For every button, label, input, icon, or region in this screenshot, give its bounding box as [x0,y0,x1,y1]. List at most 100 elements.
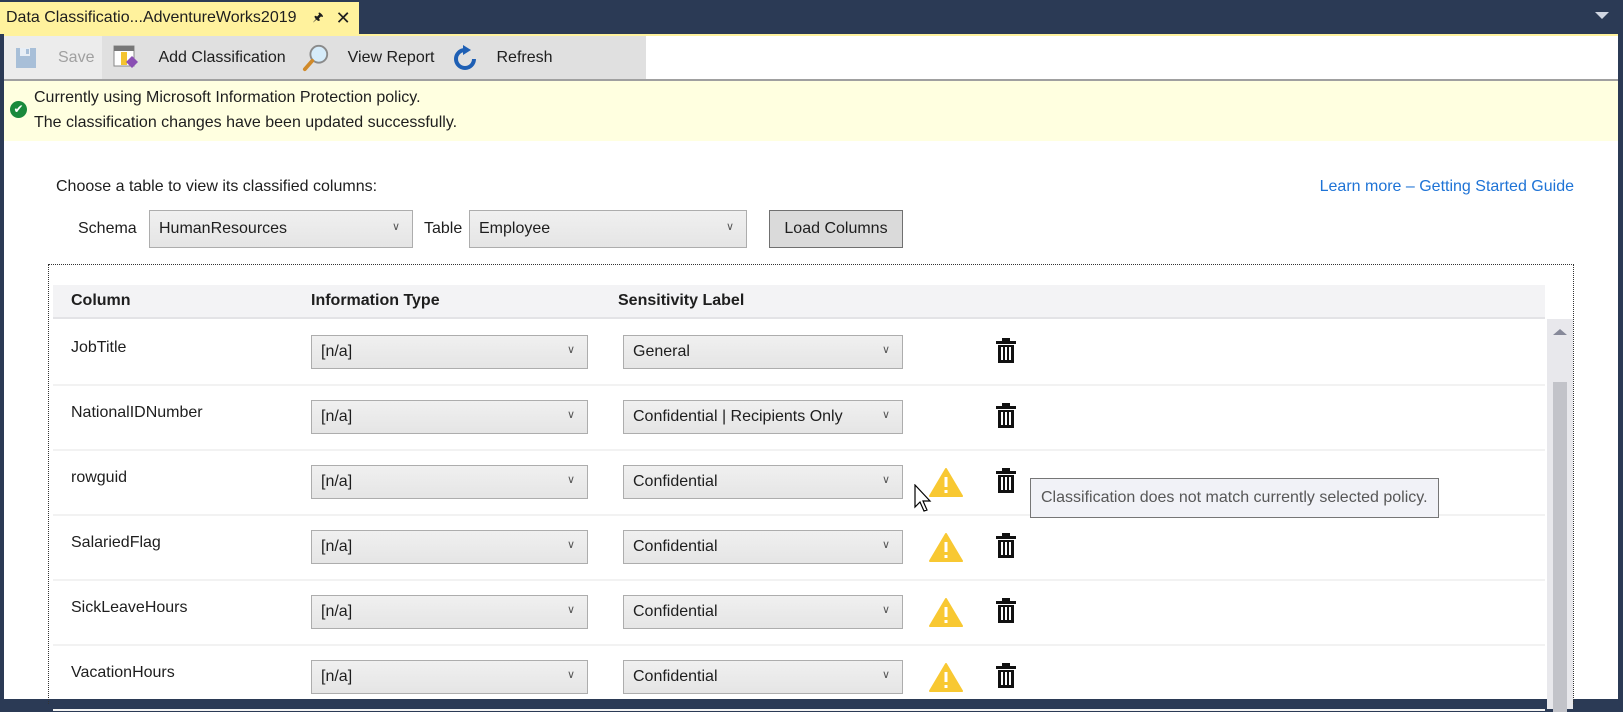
info-message-success: The classification changes have been upd… [34,114,458,131]
table-dropdown[interactable]: Employee ∨ [469,210,747,248]
grid-header: Column Information Type Sensitivity Labe… [53,285,1545,319]
information-type-dropdown[interactable]: [n/a] ∨ [311,400,588,434]
table-label: Table [424,220,463,237]
column-name: SickLeaveHours [71,599,188,616]
sensitivity-label-dropdown[interactable]: Confidential ∨ [623,465,903,499]
tab-overflow-dropdown-icon[interactable] [1595,12,1609,19]
refresh-button[interactable]: Refresh [443,36,561,79]
schema-dropdown[interactable]: HumanResources ∨ [149,210,413,248]
information-type-value: [n/a] [321,473,353,490]
header-sensitivity-label: Sensitivity Label [618,292,745,309]
column-name: rowguid [71,469,128,486]
save-button[interactable]: Save [4,36,103,79]
save-label: Save [58,48,95,66]
mouse-cursor-icon [914,484,932,512]
information-type-dropdown[interactable]: [n/a] ∨ [311,335,588,369]
information-type-value: [n/a] [321,343,353,360]
chevron-down-icon: ∨ [881,669,890,681]
delete-trash-icon[interactable] [995,532,1017,560]
view-report-label: View Report [347,48,435,66]
warning-icon[interactable] [929,532,963,562]
sensitivity-label-dropdown[interactable]: Confidential ∨ [623,660,903,694]
refresh-icon [451,44,479,72]
information-type-dropdown[interactable]: [n/a] ∨ [311,530,588,564]
chevron-down-icon: ∨ [566,604,575,616]
chevron-down-icon: ∨ [566,409,575,421]
document-tab[interactable]: Data Classificatio...AdventureWorks2019 … [0,2,359,34]
sensitivity-label-value: Confidential | Recipients Only [633,408,843,425]
information-type-dropdown[interactable]: [n/a] ∨ [311,595,588,629]
schema-label: Schema [78,220,137,237]
delete-trash-icon[interactable] [995,402,1017,430]
choose-table-prompt: Choose a table to view its classified co… [56,178,378,195]
chevron-down-icon: ∨ [881,474,890,486]
load-columns-button[interactable]: Load Columns [769,210,903,248]
table-row: rowguid [n/a] ∨ Confidential ∨ [53,451,1545,516]
info-bar: ✔ Currently using Microsoft Information … [4,81,1618,141]
sensitivity-label-value: Confidential [633,473,718,490]
data-classification-pane: Save Add Classification View Report Refr… [4,34,1618,712]
warning-icon[interactable] [929,467,963,497]
learn-more-link[interactable]: Learn more – Getting Started Guide [1319,178,1574,195]
add-classification-button[interactable]: Add Classification [102,36,293,79]
table-value: Employee [479,220,551,237]
view-report-button[interactable]: View Report [294,36,443,79]
table-row: SickLeaveHours [n/a] ∨ Confidential ∨ [53,581,1545,646]
table-row: VacationHours [n/a] ∨ Confidential ∨ [53,646,1545,711]
sensitivity-label-dropdown[interactable]: Confidential | Recipients Only ∨ [623,400,903,434]
add-classification-icon [112,44,140,72]
toolbar: Save Add Classification View Report Refr… [4,36,1618,81]
chevron-down-icon: ∨ [881,409,890,421]
refresh-label: Refresh [496,48,553,66]
information-type-value: [n/a] [321,603,353,620]
magnifier-icon [302,44,330,72]
delete-trash-icon[interactable] [995,597,1017,625]
chevron-down-icon: ∨ [566,344,575,356]
delete-trash-icon[interactable] [995,337,1017,365]
success-check-icon: ✔ [10,101,27,118]
chevron-down-icon: ∨ [566,669,575,681]
column-name: SalariedFlag [71,534,161,551]
information-type-value: [n/a] [321,408,353,425]
sensitivity-label-dropdown[interactable]: Confidential ∨ [623,595,903,629]
pin-icon[interactable]: 🖈︎ [312,9,324,24]
sensitivity-label-dropdown[interactable]: General ∨ [623,335,903,369]
info-message-policy: Currently using Microsoft Information Pr… [34,89,421,106]
chevron-down-icon: ∨ [725,221,734,233]
delete-trash-icon[interactable] [995,662,1017,690]
warning-icon[interactable] [929,597,963,627]
sensitivity-label-dropdown[interactable]: Confidential ∨ [623,530,903,564]
table-row: NationalIDNumber [n/a] ∨ Confidential | R… [53,386,1545,451]
header-information-type: Information Type [311,292,440,309]
chevron-down-icon: ∨ [881,604,890,616]
column-name: VacationHours [71,664,175,681]
document-tab-bar: Data Classificatio...AdventureWorks2019 … [0,0,1623,34]
header-column: Column [71,292,131,309]
scrollbar-thumb[interactable] [1553,382,1567,712]
add-classification-label: Add Classification [158,48,286,66]
information-type-value: [n/a] [321,668,353,685]
information-type-value: [n/a] [321,538,353,555]
information-type-dropdown[interactable]: [n/a] ∨ [311,660,588,694]
delete-trash-icon[interactable] [995,467,1017,495]
vertical-scrollbar[interactable] [1547,319,1573,712]
chevron-down-icon: ∨ [566,474,575,486]
column-name: JobTitle [71,339,127,356]
close-icon[interactable]: ✕ [335,7,351,28]
save-icon [12,44,40,72]
sensitivity-label-value: Confidential [633,538,718,555]
policy-mismatch-tooltip: Classification does not match currently … [1030,478,1439,518]
column-name: NationalIDNumber [71,404,203,421]
schema-value: HumanResources [159,220,288,237]
information-type-dropdown[interactable]: [n/a] ∨ [311,465,588,499]
chevron-down-icon: ∨ [881,539,890,551]
scroll-up-arrow-icon[interactable] [1553,329,1567,335]
tab-title: Data Classificatio...AdventureWorks2019 [6,9,297,26]
sensitivity-label-value: Confidential [633,668,718,685]
sensitivity-label-value: Confidential [633,603,718,620]
warning-icon[interactable] [929,662,963,692]
classification-grid: Column Information Type Sensitivity Labe… [48,264,1574,712]
chevron-down-icon: ∨ [566,539,575,551]
table-row: JobTitle [n/a] ∨ General ∨ [53,321,1545,386]
sensitivity-label-value: General [633,343,690,360]
